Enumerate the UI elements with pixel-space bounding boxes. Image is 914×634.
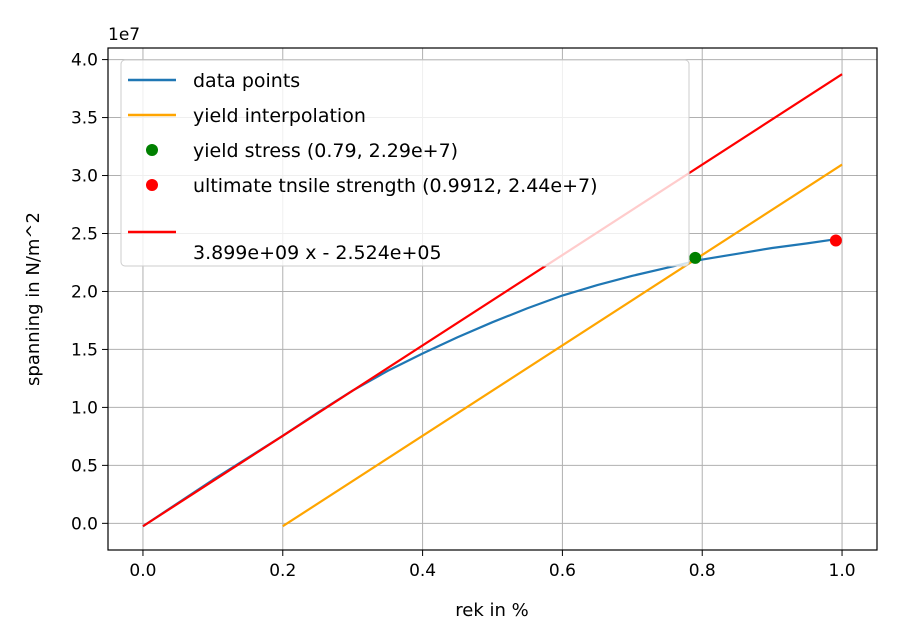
y-tick-label: 2.0 <box>71 282 98 302</box>
legend-box <box>120 59 690 267</box>
series-point-ultimate-tnsile-strength-0-9912-2-44e-7 <box>829 234 842 247</box>
x-tick-label: 0.6 <box>549 561 576 581</box>
y-tick-label: 0.0 <box>71 514 98 534</box>
legend-label: 3.899e+09 x - 2.524e+05 <box>193 242 442 264</box>
x-tick-label: 1.0 <box>829 561 856 581</box>
plot-series <box>142 73 843 528</box>
y-tick-label: 0.5 <box>71 456 98 476</box>
legend-label: data points <box>193 70 300 92</box>
series-line-3-899e-09-x-2-524e-05 <box>142 73 843 528</box>
legend-label: yield interpolation <box>193 105 366 127</box>
y-offset-label: 1e7 <box>108 25 140 45</box>
legend-marker-point <box>146 179 158 191</box>
x-tick-label: 0.4 <box>409 561 436 581</box>
legend-marker-point <box>146 144 158 156</box>
y-tick-label: 3.0 <box>71 167 98 187</box>
x-tick-label: 0.2 <box>269 561 296 581</box>
plot-frame <box>107 47 878 551</box>
series-line-yield-interpolation <box>282 163 843 528</box>
y-tick-label: 2.5 <box>71 224 98 244</box>
y-tick-label: 3.5 <box>71 109 98 129</box>
legend: data points yield interpolation yield stre… <box>120 59 690 267</box>
x-axis-label: rek in % <box>455 600 528 621</box>
legend-label: yield stress (0.79, 2.29e+7) <box>193 140 458 162</box>
legend-label: ultimate tnsile strength (0.9912, 2.44e+… <box>193 175 598 197</box>
y-tick-label: 1.5 <box>71 340 98 360</box>
y-tick-label: 1.0 <box>71 398 98 418</box>
x-tick-label: 0.8 <box>689 561 716 581</box>
axis-ticks: 0.0 0.2 0.4 0.6 0.8 1.0 0.0 0.5 1.0 1.5 2.0 2.5 3.0 3… <box>71 51 856 581</box>
x-tick-label: 0.0 <box>129 561 156 581</box>
y-tick-label: 4.0 <box>71 51 98 71</box>
series-point-yield-stress-0-79-2-29e-7 <box>689 251 702 264</box>
y-axis-label: spanning in N/m^2 <box>23 212 44 386</box>
